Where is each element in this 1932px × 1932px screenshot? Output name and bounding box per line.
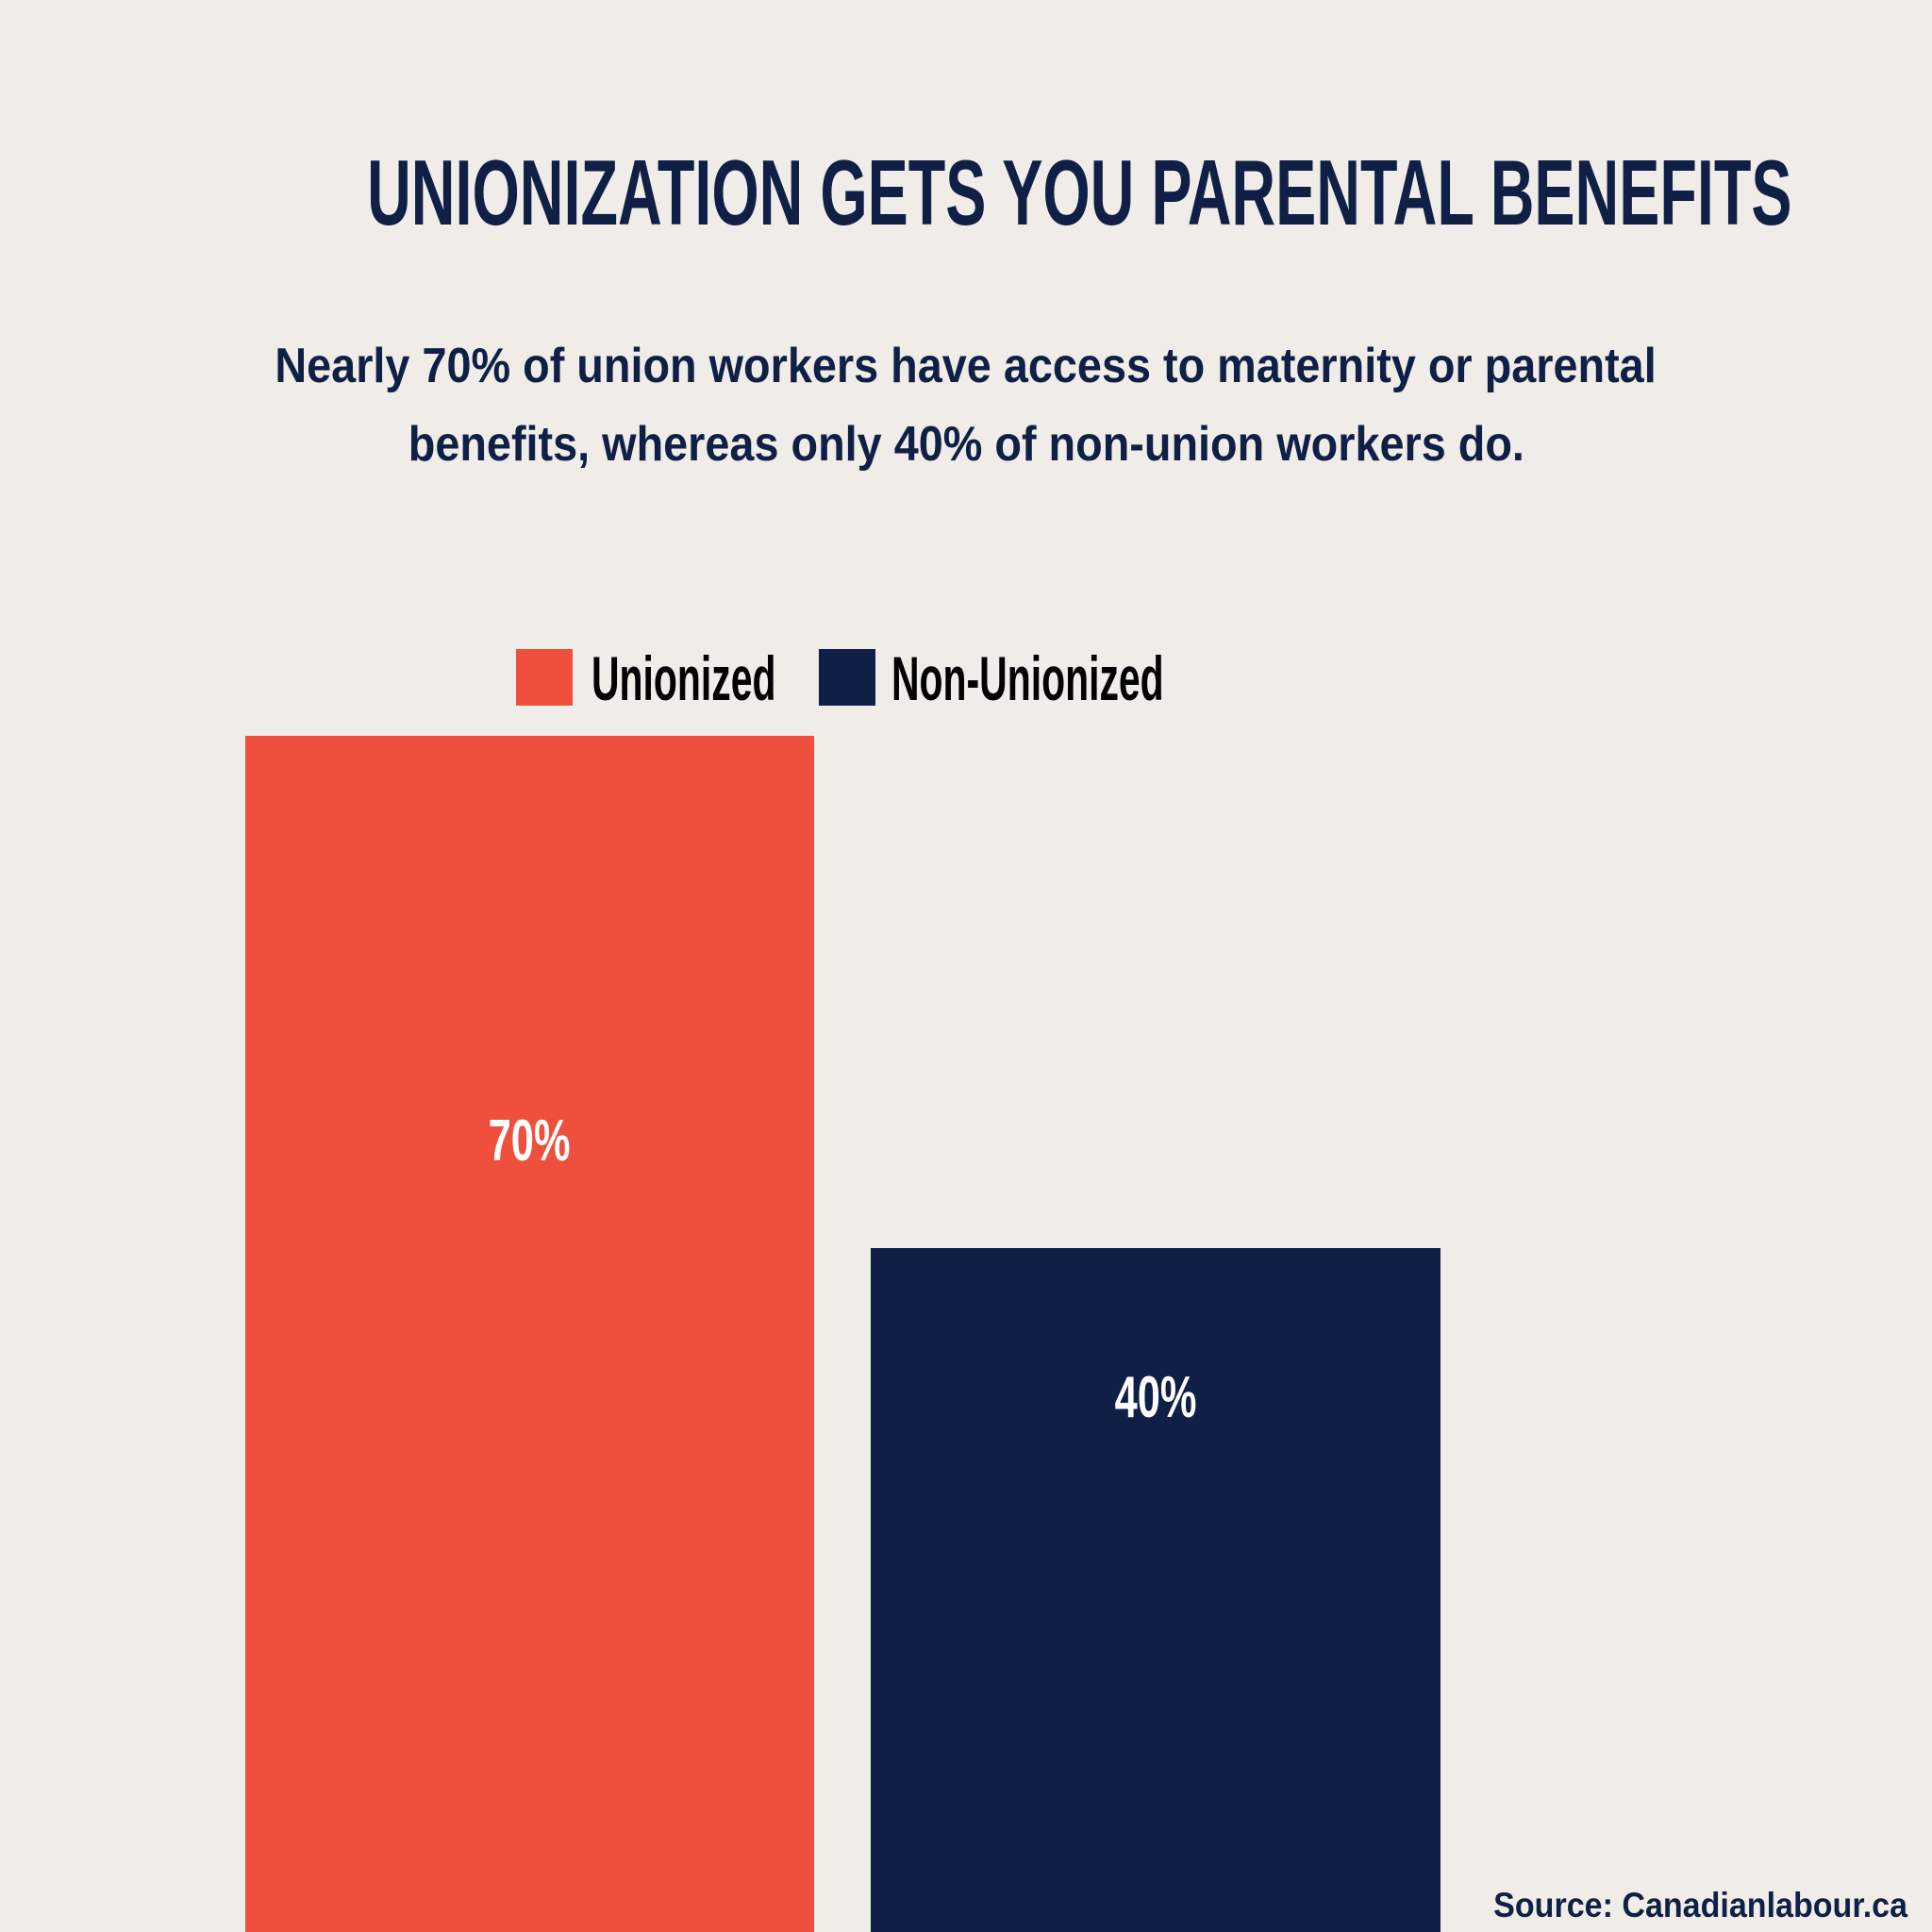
subtitle-line-2: benefits, whereas only 40% of non-union … (0, 420, 1932, 469)
legend-swatch-unionized (516, 649, 573, 706)
bar-non-unionized: 40% (871, 1248, 1441, 1932)
subtitle-line-1-text: Nearly 70% of union workers have access … (275, 339, 1657, 393)
subtitle-line-2-text: benefits, whereas only 40% of non-union … (408, 417, 1524, 472)
bar-value-unionized: 70% (489, 1108, 571, 1174)
chart-title-text: UNIONIZATION GETS YOU PARENTAL BENEFITS (367, 141, 1792, 244)
bar-label-non-unionized: 40% (871, 1364, 1441, 1430)
bar-value-non-unionized: 40% (1114, 1364, 1197, 1430)
source-credit: Source: Canadianlabour.ca (1493, 1886, 1907, 1924)
legend-label-non-unionized: Non-Unionized (891, 643, 1164, 713)
chart-title: UNIONIZATION GETS YOU PARENTAL BENEFITS (0, 146, 1932, 239)
subtitle-line-1: Nearly 70% of union workers have access … (0, 341, 1932, 391)
legend-label-unionized: Unionized (591, 643, 776, 713)
bar-label-unionized: 70% (245, 1108, 814, 1174)
legend-swatch-non-unionized (819, 649, 875, 706)
bar-unionized: 70% (245, 735, 814, 1932)
